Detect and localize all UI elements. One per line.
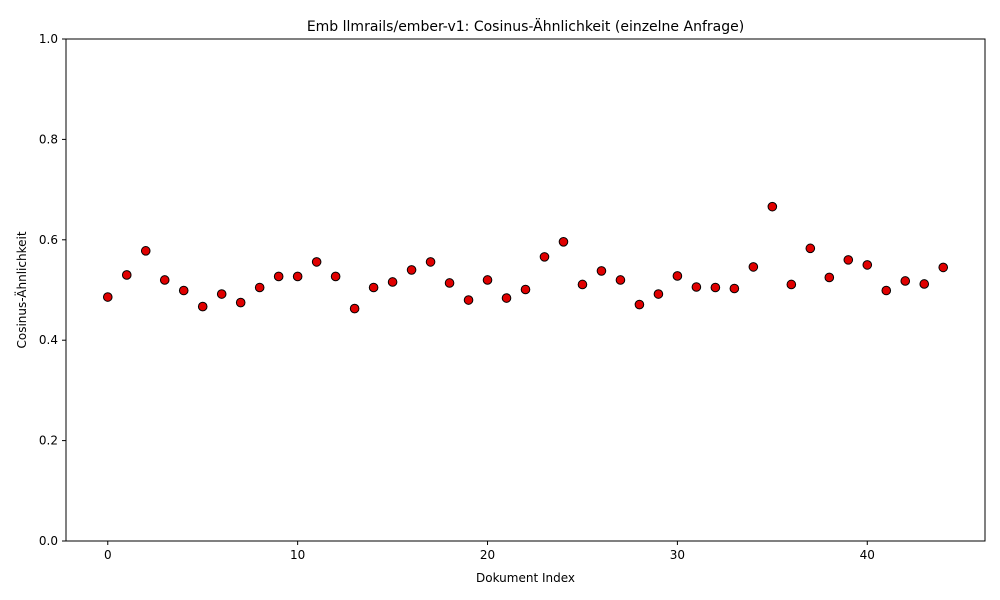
- data-point: [330, 271, 341, 282]
- data-point: [140, 246, 151, 256]
- data-point: [102, 292, 113, 302]
- data-point: [881, 285, 892, 296]
- data-point: [577, 279, 588, 290]
- data-points: [102, 201, 949, 314]
- data-point: [672, 271, 683, 281]
- data-point: [938, 262, 949, 273]
- x-tick-label: 20: [480, 548, 495, 562]
- data-point: [368, 282, 379, 293]
- data-point: [349, 303, 360, 314]
- data-point: [406, 265, 417, 275]
- x-tick-label: 40: [860, 548, 875, 562]
- data-point: [919, 279, 930, 289]
- data-point: [900, 276, 911, 286]
- data-point: [121, 270, 132, 280]
- y-axis-label: Cosinus-Ähnlichkeit: [14, 231, 29, 348]
- x-tick-label: 30: [670, 548, 685, 562]
- data-point: [235, 297, 246, 308]
- data-point: [653, 289, 664, 299]
- data-point: [767, 201, 778, 212]
- data-point: [558, 237, 569, 247]
- plot-area-frame: [65, 38, 986, 542]
- y-tick-label: 0.6: [39, 233, 58, 247]
- data-point: [197, 301, 208, 312]
- y-tick-label: 0.4: [39, 333, 58, 347]
- data-point: [539, 252, 550, 262]
- x-axis: 0 10 20 30 40: [104, 541, 875, 562]
- data-point: [425, 257, 436, 267]
- chart-title: Emb llmrails/ember-v1: Cosinus-Ähnlichke…: [307, 17, 744, 35]
- x-tick-label: 10: [290, 548, 305, 562]
- data-point: [387, 277, 398, 287]
- data-point: [691, 282, 702, 292]
- data-point: [482, 275, 493, 285]
- data-point: [292, 271, 303, 282]
- data-point: [216, 289, 227, 299]
- y-tick-label: 0.8: [39, 132, 58, 146]
- data-point: [159, 275, 170, 285]
- data-point: [178, 285, 189, 296]
- y-tick-label: 1.0: [39, 32, 58, 46]
- data-point: [596, 266, 607, 276]
- data-point: [786, 279, 797, 290]
- data-point: [805, 243, 816, 254]
- data-point: [444, 278, 455, 288]
- data-point: [254, 282, 265, 293]
- x-axis-label: Dokument Index: [476, 571, 575, 585]
- data-point: [862, 260, 873, 270]
- data-point: [463, 295, 474, 305]
- data-point: [615, 275, 626, 285]
- y-axis: 0.0 0.2 0.4 0.6 0.8 1.0: [39, 32, 66, 548]
- data-point: [710, 282, 721, 293]
- data-point: [634, 299, 645, 310]
- data-point: [311, 257, 322, 267]
- y-tick-label: 0.2: [39, 434, 58, 448]
- y-tick-label: 0.0: [39, 534, 58, 548]
- x-tick-label: 0: [104, 548, 112, 562]
- data-point: [273, 271, 284, 282]
- data-point: [501, 293, 512, 303]
- data-point: [748, 262, 759, 272]
- data-point: [824, 272, 835, 283]
- data-point: [520, 284, 531, 295]
- data-point: [729, 283, 740, 294]
- data-point: [843, 255, 854, 265]
